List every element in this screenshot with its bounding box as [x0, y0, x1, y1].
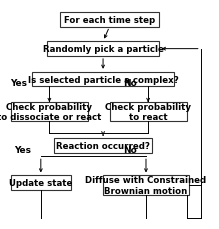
Text: Diffuse with Constrained
Brownian motion: Diffuse with Constrained Brownian motion: [85, 176, 207, 195]
Text: No: No: [123, 145, 137, 154]
FancyBboxPatch shape: [110, 103, 187, 122]
Text: Check probability
to react: Check probability to react: [105, 103, 191, 122]
Text: Reaction occurred?: Reaction occurred?: [56, 142, 150, 150]
Text: Yes: Yes: [10, 79, 27, 88]
FancyBboxPatch shape: [47, 42, 159, 57]
Text: Randomly pick a particle: Randomly pick a particle: [43, 45, 164, 54]
Text: No: No: [123, 79, 137, 88]
FancyBboxPatch shape: [11, 103, 88, 122]
Text: Yes: Yes: [14, 145, 31, 154]
FancyBboxPatch shape: [103, 176, 189, 195]
FancyBboxPatch shape: [11, 176, 71, 190]
Text: Is selected particle a complex?: Is selected particle a complex?: [28, 75, 178, 84]
FancyBboxPatch shape: [32, 72, 174, 87]
Text: Check probability
to dissociate or react: Check probability to dissociate or react: [0, 103, 102, 122]
Text: Update state: Update state: [9, 178, 72, 187]
FancyBboxPatch shape: [54, 139, 152, 153]
Text: For each time step: For each time step: [64, 16, 155, 25]
FancyBboxPatch shape: [60, 13, 159, 27]
